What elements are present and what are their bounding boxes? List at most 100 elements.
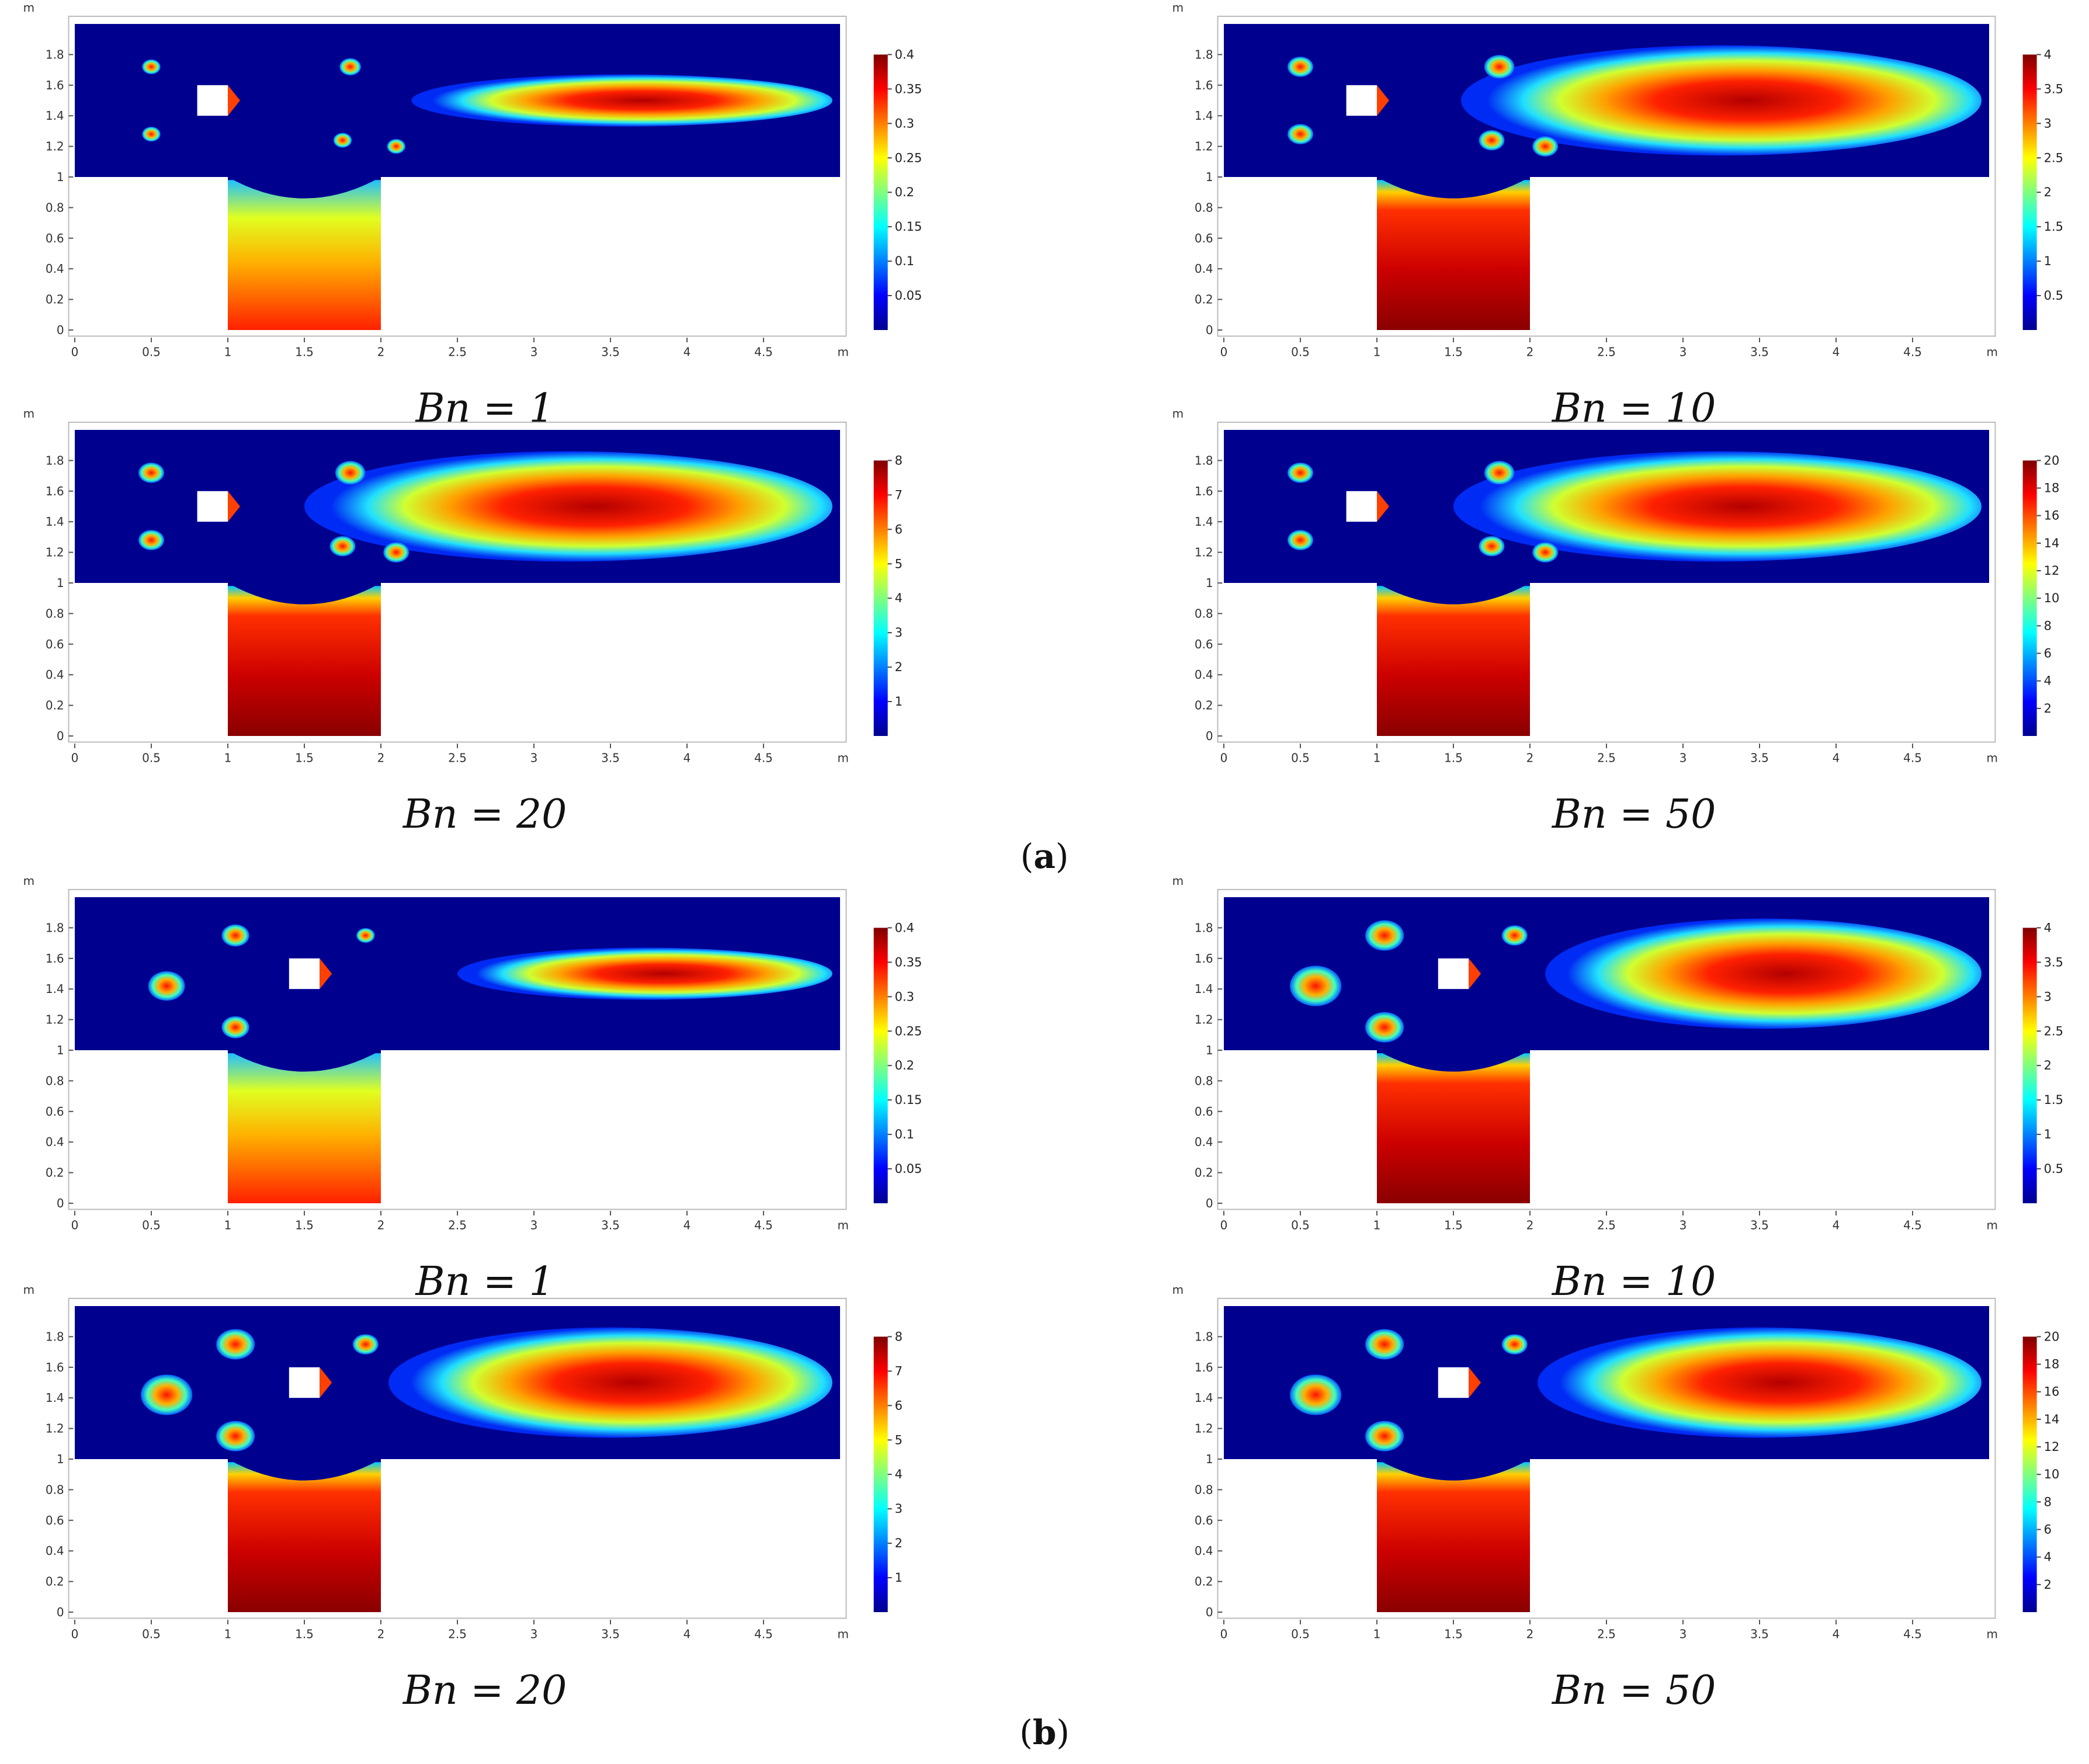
square-obstacle <box>1438 1367 1469 1398</box>
y-tick-label: 0.8 <box>46 1074 64 1088</box>
void-left <box>1224 1462 1376 1612</box>
panel-caption: Bn = 10 <box>1551 386 1716 432</box>
colorbar-tick-label: 16 <box>2044 509 2060 523</box>
colorbar-tick-label: 2 <box>2044 702 2052 716</box>
colorbar-tick-label: 3 <box>2044 116 2052 130</box>
x-tick-label: 3 <box>1679 1627 1687 1641</box>
y-tick-label: 0.2 <box>46 1575 64 1589</box>
y-tick-label: 1.6 <box>1195 484 1213 498</box>
colorbar-tick-label: 1.5 <box>2044 1093 2063 1107</box>
x-tick-label: 3.5 <box>601 345 620 359</box>
y-tick-label: 0.8 <box>1195 1482 1213 1496</box>
heatmap-panel: 0 0.5 1 1.5 2 2.5 3 3.5 4 4.5 m 0 0.2 0.4 0.6 0.8 1 1.2 1.… <box>23 1 922 432</box>
heatmap-panel: 0 0.5 1 1.5 2 2.5 3 3.5 4 4.5 m 0 0.2 0.4 0.6 0.8 1 1.2 1.… <box>1172 407 2060 838</box>
y-tick-label: 0 <box>1206 1605 1213 1619</box>
part-a-label: (a) <box>1021 836 1069 876</box>
x-tick-label: 0 <box>1220 1218 1228 1232</box>
colorbar-tick-label: 14 <box>2044 1412 2060 1426</box>
void-left <box>75 180 227 330</box>
y-tick-label: 0.2 <box>1195 1575 1213 1589</box>
vortex-blob <box>142 127 161 142</box>
y-tick-label: 0.4 <box>1195 1544 1213 1558</box>
x-tick-label: 3.5 <box>1750 751 1769 765</box>
x-tick-label: 2 <box>1526 1218 1534 1232</box>
colorbar-tick-label: 14 <box>2044 536 2060 550</box>
vortex-field <box>388 1327 832 1438</box>
y-tick-label: 0.8 <box>46 606 64 620</box>
vortex-field <box>1538 1327 1982 1438</box>
x-tick-label: 1.5 <box>1444 1627 1463 1641</box>
y-tick-label: 0 <box>57 729 64 743</box>
vortex-blob <box>1479 130 1505 151</box>
x-tick-label: 3 <box>1679 345 1687 359</box>
colorbar-tick-label: 12 <box>2044 564 2060 578</box>
vortex-blob <box>1484 461 1515 485</box>
y-unit-label: m <box>23 874 34 888</box>
x-tick-label: 0.5 <box>142 1627 161 1641</box>
y-tick-label: 0.4 <box>46 1135 64 1149</box>
y-tick-label: 0 <box>1206 323 1213 337</box>
obstacle-wake <box>1469 958 1481 989</box>
y-tick-label: 1 <box>57 576 64 590</box>
vortex-blob <box>221 924 249 947</box>
axes-frame <box>68 888 847 1210</box>
x-tick-label: 4.5 <box>754 1627 773 1641</box>
x-tick-label: 1.5 <box>1444 345 1463 359</box>
x-tick-label: 1 <box>224 1627 232 1641</box>
colorbar-tick-label: 3.5 <box>2044 82 2063 96</box>
x-tick-label: 0 <box>1220 345 1228 359</box>
colorbar-tick-label: 18 <box>2044 481 2060 495</box>
vortex-blob <box>141 1374 193 1415</box>
y-tick-label: 1 <box>1206 1452 1213 1466</box>
vortex-blob <box>352 1334 379 1355</box>
axes-frame <box>1217 888 1996 1210</box>
cavity-cap <box>1377 1050 1530 1072</box>
x-tick-label: 1.5 <box>295 345 314 359</box>
x-tick-label: 4 <box>683 751 691 765</box>
colorbar-tick-label: 0.3 <box>895 116 914 130</box>
void-left <box>75 1462 227 1612</box>
obstacle-wake <box>228 491 240 522</box>
x-tick-label: 2 <box>1526 751 1534 765</box>
colorbar-tick-label: 0.4 <box>895 47 914 61</box>
x-tick-label: 4.5 <box>1903 751 1922 765</box>
colorbar-tick-label: 7 <box>895 488 903 502</box>
vortex-blob <box>138 463 165 483</box>
colorbar-tick-label: 0.2 <box>895 1058 914 1072</box>
x-tick-label: 3.5 <box>601 1627 620 1641</box>
y-tick-label: 1.2 <box>1195 140 1213 154</box>
colorbar-tick-label: 4 <box>895 1467 903 1481</box>
x-tick-label: 4.5 <box>1903 345 1922 359</box>
cavity-cap <box>1377 1459 1530 1481</box>
void-right <box>381 180 840 330</box>
colorbar-tick-label: 0.15 <box>895 220 922 234</box>
y-tick-label: 0.8 <box>1195 1074 1213 1088</box>
vortex-blob <box>1501 1334 1528 1355</box>
void-left <box>75 586 227 736</box>
x-tick-label: 4 <box>1833 751 1840 765</box>
vortex-blob <box>335 461 366 485</box>
axes-frame <box>1217 1297 1996 1619</box>
colorbar-tick-label: 6 <box>895 522 903 536</box>
y-tick-label: 0 <box>57 323 64 337</box>
colorbar-tick-label: 1 <box>2044 254 2052 268</box>
y-tick-label: 0.6 <box>46 1513 64 1527</box>
y-tick-label: 0.6 <box>46 637 64 651</box>
x-tick-label: 3.5 <box>601 751 620 765</box>
colorbar-tick-label: 2.5 <box>2044 1024 2063 1038</box>
colorbar-tick-label: 0.25 <box>895 151 922 165</box>
x-unit-label: m <box>1986 751 1997 765</box>
colorbar-tick-label: 3 <box>2044 989 2052 1003</box>
colorbar-tick-label: 1 <box>895 695 903 709</box>
x-unit-label: m <box>1986 1627 1997 1641</box>
vortex-blob <box>148 971 185 1001</box>
x-tick-label: 3.5 <box>601 1218 620 1232</box>
obstacle-wake <box>320 958 332 989</box>
void-left <box>1224 1053 1376 1203</box>
colorbar <box>2022 928 2037 1203</box>
colorbar-tick-label: 8 <box>2044 619 2052 633</box>
y-tick-label: 1 <box>1206 576 1213 590</box>
colorbar-tick-label: 1 <box>895 1571 903 1585</box>
y-tick-label: 0.6 <box>1195 1513 1213 1527</box>
x-tick-label: 3 <box>530 1627 538 1641</box>
